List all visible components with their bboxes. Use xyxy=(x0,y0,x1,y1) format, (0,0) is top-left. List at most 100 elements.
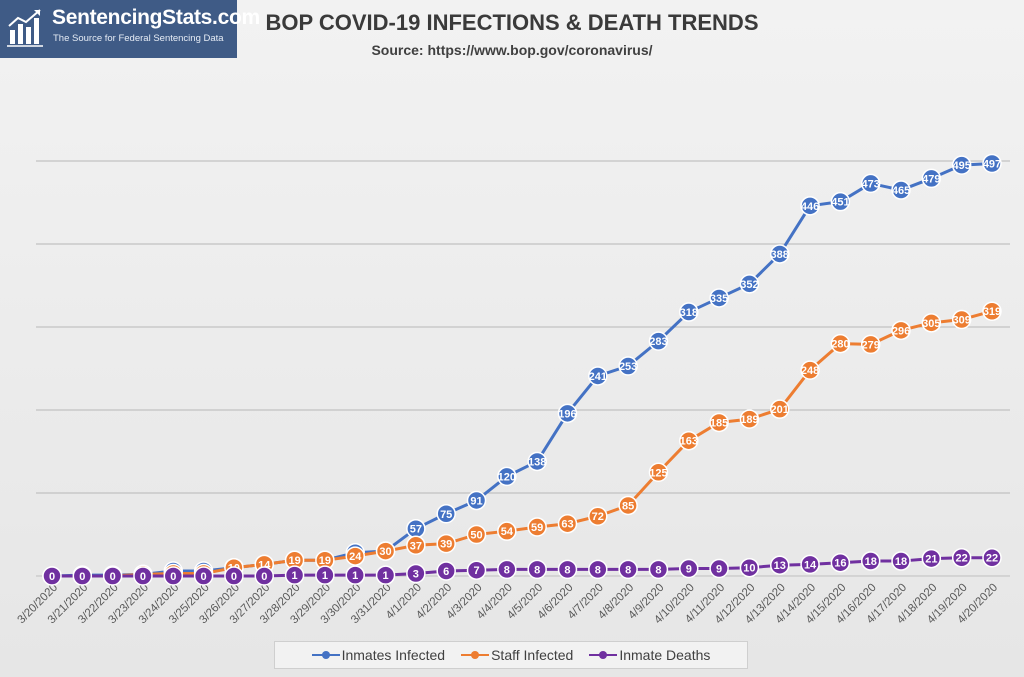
data-label: 19 xyxy=(319,555,331,567)
data-point[interactable] xyxy=(982,301,1002,321)
data-point[interactable] xyxy=(345,565,365,585)
data-point[interactable] xyxy=(769,399,790,419)
logo[interactable]: SentencingStats.com The Source for Feder… xyxy=(0,0,260,58)
data-label: 30 xyxy=(379,546,391,558)
data-point[interactable] xyxy=(921,313,942,333)
data-point[interactable] xyxy=(891,180,911,200)
data-point[interactable] xyxy=(466,524,487,545)
data-point[interactable] xyxy=(800,554,820,575)
data-point[interactable] xyxy=(466,490,487,511)
data-point[interactable] xyxy=(527,559,547,580)
legend-item-inmate-deaths[interactable]: Inmate Deaths xyxy=(589,647,710,663)
data-point[interactable] xyxy=(769,244,790,264)
data-point[interactable] xyxy=(921,548,942,569)
data-point[interactable] xyxy=(557,513,578,534)
data-point[interactable] xyxy=(618,559,638,580)
data-point[interactable] xyxy=(800,360,820,380)
data-point[interactable] xyxy=(891,320,911,341)
logo-name: SentencingStats.com xyxy=(52,6,260,29)
data-point[interactable] xyxy=(163,566,184,586)
data-point[interactable] xyxy=(406,563,426,584)
data-point[interactable] xyxy=(679,558,699,579)
data-point[interactable] xyxy=(951,547,972,568)
data-point[interactable] xyxy=(709,558,729,579)
data-point[interactable] xyxy=(557,403,578,424)
data-point[interactable] xyxy=(800,196,820,216)
data-point[interactable] xyxy=(436,561,456,581)
data-point[interactable] xyxy=(497,466,517,487)
data-point[interactable] xyxy=(406,535,426,556)
data-point[interactable] xyxy=(72,566,93,586)
gridlines xyxy=(36,160,1010,577)
data-point[interactable] xyxy=(375,541,396,561)
data-point[interactable] xyxy=(497,521,517,541)
data-label: 59 xyxy=(531,522,543,534)
data-point[interactable] xyxy=(42,566,62,586)
series-0: 0112661014191928305775911201381962412532… xyxy=(42,153,1002,586)
data-point[interactable] xyxy=(709,288,729,308)
data-point[interactable] xyxy=(648,559,669,580)
data-point[interactable] xyxy=(224,566,244,586)
data-point[interactable] xyxy=(648,331,669,351)
data-point[interactable] xyxy=(588,559,608,580)
data-label: 21 xyxy=(925,554,937,566)
data-point[interactable] xyxy=(618,356,638,376)
data-label: 196 xyxy=(558,408,576,420)
data-point[interactable] xyxy=(254,566,275,586)
data-label: 319 xyxy=(983,306,1001,318)
data-label: 0 xyxy=(140,571,146,583)
data-point[interactable] xyxy=(436,504,456,524)
data-point[interactable] xyxy=(830,191,851,212)
data-label: 446 xyxy=(801,201,819,213)
data-point[interactable] xyxy=(193,566,214,586)
legend-item-staff-infected[interactable]: Staff Infected xyxy=(461,647,573,663)
legend-item-inmates-infected[interactable]: Inmates Infected xyxy=(311,647,445,663)
data-point[interactable] xyxy=(133,566,153,586)
data-label: 120 xyxy=(498,471,516,483)
data-point[interactable] xyxy=(102,566,123,586)
data-point[interactable] xyxy=(497,559,517,580)
data-point[interactable] xyxy=(648,462,669,482)
data-label: 1 xyxy=(352,570,358,582)
data-label: 18 xyxy=(865,556,877,568)
data-label: 50 xyxy=(470,530,482,542)
data-point[interactable] xyxy=(982,153,1002,174)
data-point[interactable] xyxy=(739,274,760,294)
data-label: 189 xyxy=(740,414,758,426)
data-point[interactable] xyxy=(436,533,456,554)
data-point[interactable] xyxy=(618,495,638,516)
data-point[interactable] xyxy=(830,552,851,573)
data-point[interactable] xyxy=(557,559,578,580)
data-point[interactable] xyxy=(588,366,608,386)
data-point[interactable] xyxy=(284,565,305,585)
data-point[interactable] xyxy=(345,546,365,566)
data-label: 253 xyxy=(619,361,637,373)
data-point[interactable] xyxy=(982,547,1002,568)
data-label: 0 xyxy=(49,571,55,583)
data-point[interactable] xyxy=(921,168,942,189)
data-point[interactable] xyxy=(739,409,760,429)
data-point[interactable] xyxy=(527,451,547,472)
data-point[interactable] xyxy=(891,551,911,571)
data-point[interactable] xyxy=(860,173,881,194)
data-point[interactable] xyxy=(830,333,851,354)
data-point[interactable] xyxy=(860,334,881,355)
data-point[interactable] xyxy=(588,506,608,526)
data-point[interactable] xyxy=(375,565,396,585)
data-point[interactable] xyxy=(466,560,487,580)
data-point[interactable] xyxy=(709,412,729,433)
data-label: 8 xyxy=(504,564,510,576)
data-point[interactable] xyxy=(527,517,547,537)
series-2: 0 0 0 0 0 0 0 0 1 1 1 1 3 6 7 8 8 8 8 8 8 9 9 10 13 14 16 18 18 21 22 2… xyxy=(42,547,1002,586)
data-point[interactable] xyxy=(860,551,881,571)
data-label: 495 xyxy=(952,160,970,172)
data-label: 63 xyxy=(561,519,573,531)
data-point[interactable] xyxy=(769,555,790,575)
data-point[interactable] xyxy=(739,557,760,578)
data-point[interactable] xyxy=(679,430,699,451)
data-label: 388 xyxy=(771,249,789,261)
data-point[interactable] xyxy=(679,302,699,322)
data-point[interactable] xyxy=(951,155,972,175)
data-point[interactable] xyxy=(951,309,972,330)
data-point[interactable] xyxy=(315,565,335,585)
